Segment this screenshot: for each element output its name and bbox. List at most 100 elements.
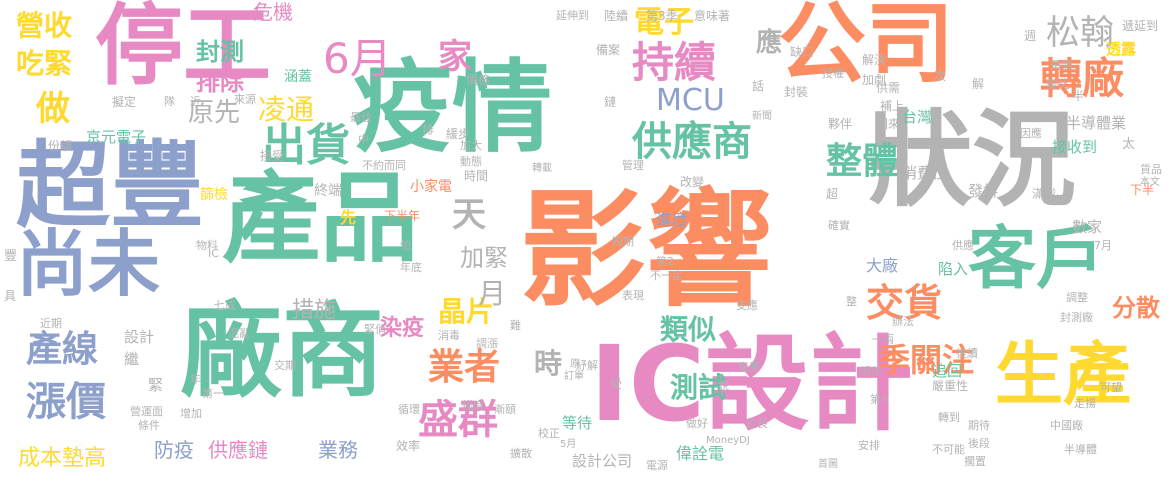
cloud-word: 緊 [148,376,164,394]
cloud-word: 最佳 [350,111,372,124]
cloud-word: 出貨 [262,120,350,171]
cloud-word: 物料 [196,239,218,252]
cloud-word: 產品 [222,162,419,276]
cloud-word: 加緊 [460,244,508,272]
cloud-word: 混亂 [228,327,250,340]
cloud-word: 持續 [632,38,717,87]
cloud-word: 封裝 [784,85,809,99]
cloud-word: 太 [1122,137,1136,152]
cloud-word: 危機 [253,0,293,24]
cloud-word: 半導體 [1064,443,1097,456]
cloud-word: 支應 [736,299,758,312]
cloud-word: 6月 [323,34,392,83]
cloud-word: 整 [846,295,857,308]
cloud-word: 涵蓋 [284,69,312,85]
cloud-word: 交期 [274,359,296,372]
cloud-word: 狀況 [868,99,1077,221]
cloud-word: 設計 [124,328,155,346]
cloud-word: 先 [340,208,357,227]
cloud-word: 疫情 [352,49,552,166]
cloud-word: 期待 [968,419,990,432]
cloud-word: 透露 [1106,40,1137,58]
cloud-word: 消毒 [438,329,460,342]
cloud-word: 一兩 [872,333,894,346]
cloud-word: MoneyDJ [706,435,750,446]
cloud-word: 第3季 [646,9,678,23]
cloud-word: 設計公司 [572,452,633,470]
cloud-word: 營運面 [130,405,163,418]
cloud-word: 幅度 [462,399,484,412]
cloud-word: 測試 [670,371,727,404]
cloud-word: 年 [190,373,201,386]
cloud-word: 營收 [16,9,73,42]
cloud-word: 封測 [196,38,244,66]
cloud-word: 第一 [202,387,224,400]
cloud-word: 擴散 [510,447,532,460]
cloud-word: 月 [478,277,507,310]
cloud-word: 受 [610,377,623,391]
cloud-word: 本文 [1140,177,1160,188]
cloud-word: 業者 [428,347,501,388]
cloud-word: 擬定 [112,95,137,109]
cloud-word: 七成 [214,299,236,312]
cloud-word: 公司 [778,0,955,95]
cloud-word: 超 [826,187,839,201]
cloud-word: 回來 [876,117,901,131]
cloud-word: 轉到 [938,411,960,424]
cloud-word: 不一定 [650,269,683,282]
cloud-word: 意味著 [694,9,731,23]
cloud-word: 新聞 [752,111,772,122]
cloud-word: 訂單 [564,371,584,382]
cloud-word: 類似 [660,313,717,346]
cloud-word: 電源 [646,459,668,472]
cloud-word: 追回 [932,362,963,380]
cloud-word: 5月 [560,439,577,450]
cloud-word: 下半 [1130,183,1155,197]
cloud-word: 授權 [822,67,844,80]
cloud-word: 可望 [1100,381,1122,394]
cloud-word: 客戶 [968,220,1105,299]
cloud-word: 延伸到 [556,9,589,22]
cloud-word: 擱置 [964,455,986,468]
cloud-word: 份額 [48,139,73,153]
cloud-word: 具 [4,289,17,303]
cloud-word: MCU [656,83,725,118]
cloud-word: 篩檢 [200,187,228,203]
cloud-word: 凌通 [258,93,315,126]
cloud-word: 貨品 [1140,163,1162,176]
cloud-word: 停工 [95,0,272,97]
cloud-word: 價格 [466,73,491,87]
cloud-word: 管理 [622,159,644,172]
cloud-word: 怕 [400,239,411,252]
cloud-word: 電子 [634,5,694,40]
cloud-word: IC設計 [590,323,914,445]
cloud-word: 因應 [1020,127,1042,140]
cloud-word: 陸續 [604,9,629,23]
cloud-word: 供應鏈 [208,438,268,462]
cloud-word: 表現 [622,289,644,302]
cloud-word: 吃緊 [16,47,73,80]
cloud-word: 轉載 [532,163,552,174]
cloud-word: 中國廠 [1050,419,1083,432]
cloud-word: 改變 [680,175,705,189]
cloud-word: 效率 [396,439,421,453]
cloud-word: 確實 [828,219,850,232]
cloud-word: 供應 [952,239,974,252]
cloud-word: 做好 [686,417,708,430]
cloud-word: 明年 [860,365,882,378]
cloud-word: 遞延到 [1122,19,1159,33]
cloud-word: 增加 [180,407,202,420]
cloud-word: 產線 [26,329,99,370]
cloud-word: 近期 [40,317,62,330]
cloud-word: 短期 [612,235,634,248]
cloud-word: 解 [972,77,985,91]
cloud-word: 辦法 [892,315,914,328]
cloud-word: 轉廠 [1040,54,1125,103]
cloud-word: 超豐 [16,132,205,241]
cloud-word: 難 [510,319,521,332]
cloud-word: 盛群 [418,397,498,443]
cloud-word: 鏈 [604,95,617,109]
cloud-word: 偉詮電 [676,444,725,463]
cloud-word: 影響 [520,177,772,324]
cloud-word: 預期 [1050,59,1072,72]
